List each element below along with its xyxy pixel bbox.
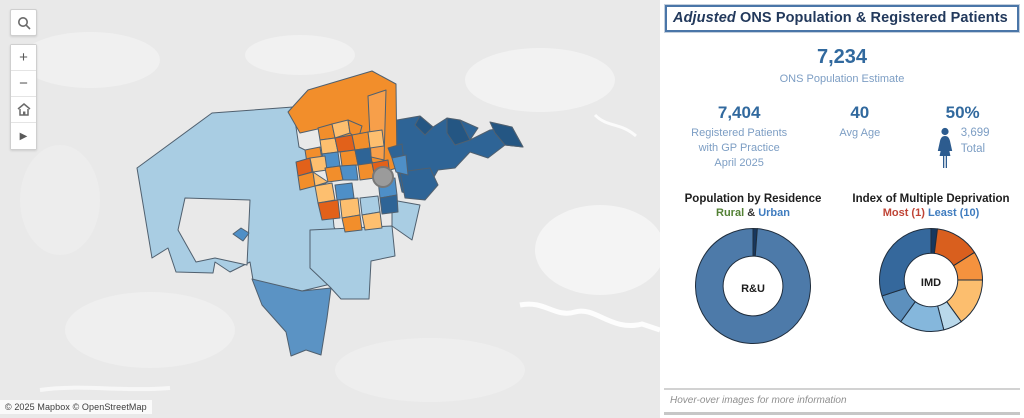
- choropleth-map[interactable]: [0, 0, 660, 418]
- residence-chart-block: Population by Residence Rural & Urban R&…: [664, 193, 842, 350]
- female-count-label: Total: [960, 143, 986, 155]
- female-count: 3,699: [960, 127, 990, 139]
- avg-age-label: Avg Age: [839, 127, 881, 139]
- female-person-icon: [937, 127, 952, 168]
- residence-chart-title: Population by Residence: [684, 193, 822, 205]
- donut-svg: [695, 228, 811, 344]
- label-line: Registered Patients: [691, 127, 788, 139]
- zoom-out-button[interactable]: −: [11, 71, 36, 97]
- imd-chart-block: Index of Multiple Deprivation Most (1) L…: [842, 193, 1020, 350]
- panel-title-box: Adjusted ONS Population & Registered Pat…: [664, 4, 1020, 33]
- map-texture: [20, 32, 660, 402]
- subtitle-part: Urban: [758, 207, 790, 219]
- subtitle-part: &: [744, 207, 759, 219]
- map-region[interactable]: + − ▶ © 2025 Mapbox © OpenStreetMap: [0, 0, 660, 418]
- registered-patients-value: 7,404: [717, 103, 761, 122]
- stats-panel: Adjusted ONS Population & Registered Pat…: [660, 0, 1024, 418]
- pan-tool-button[interactable]: ▶: [11, 123, 36, 149]
- map-nav-controls: + − ▶: [10, 44, 37, 150]
- map-search-button[interactable]: [10, 9, 37, 36]
- footer-note: Hover-over images for more information: [670, 395, 847, 406]
- ons-population-label: ONS Population Estimate: [779, 73, 905, 85]
- avg-age-stat[interactable]: 40 Avg Age: [814, 103, 905, 141]
- stats-row: 7,404 Registered Patients with GP Practi…: [664, 103, 1020, 171]
- label-line: with GP Practice: [698, 142, 780, 154]
- ons-population-stat[interactable]: 7,234 ONS Population Estimate: [664, 46, 1020, 87]
- panel-title-italic: Adjusted: [673, 10, 736, 26]
- ons-population-value: 7,234: [816, 46, 868, 68]
- donut-segment-urban[interactable]: [695, 228, 811, 344]
- charts-row: Population by Residence Rural & Urban R&…: [664, 193, 1020, 350]
- footer-divider: [664, 388, 1020, 390]
- female-percent-stat[interactable]: 50% 3,699 Total: [905, 103, 1020, 169]
- subtitle-part: Most (1): [882, 207, 925, 219]
- registered-patients-label: Registered Patients with GP Practice Apr…: [664, 126, 814, 171]
- panel-footer: Hover-over images for more information: [664, 388, 1020, 418]
- practice-location-marker[interactable]: [372, 166, 394, 188]
- female-percent-value: 50%: [945, 103, 980, 122]
- home-icon: [17, 103, 30, 116]
- map-attribution[interactable]: © 2025 Mapbox © OpenStreetMap: [0, 400, 152, 414]
- imd-donut-chart[interactable]: IMD: [878, 227, 984, 338]
- female-count-block: 3,699 Total: [961, 125, 990, 157]
- donut-svg: [879, 228, 983, 332]
- donut-segment-imd-8[interactable]: [879, 228, 932, 297]
- home-button[interactable]: [11, 97, 36, 123]
- avg-age-value: 40: [850, 103, 870, 122]
- region-polygons[interactable]: [136, 70, 524, 357]
- search-icon: [17, 16, 31, 30]
- residence-donut-chart[interactable]: R&U: [694, 227, 812, 350]
- registered-patients-stat[interactable]: 7,404 Registered Patients with GP Practi…: [664, 103, 814, 171]
- female-detail: 3,699 Total: [905, 125, 1020, 169]
- subtitle-part: Least (10): [927, 207, 980, 219]
- zoom-in-button[interactable]: +: [11, 45, 36, 71]
- residence-chart-subtitle: Rural & Urban: [664, 207, 842, 219]
- panel-title-rest: ONS Population & Registered Patients: [735, 10, 1008, 26]
- imd-chart-subtitle: Most (1) Least (10): [842, 207, 1020, 219]
- panel-title: Adjusted ONS Population & Registered Pat…: [673, 10, 1011, 26]
- imd-chart-title: Index of Multiple Deprivation: [852, 193, 1010, 205]
- subtitle-part: Rural: [716, 207, 745, 219]
- label-line: April 2025: [714, 157, 764, 169]
- footer-bottom-divider: [664, 412, 1020, 415]
